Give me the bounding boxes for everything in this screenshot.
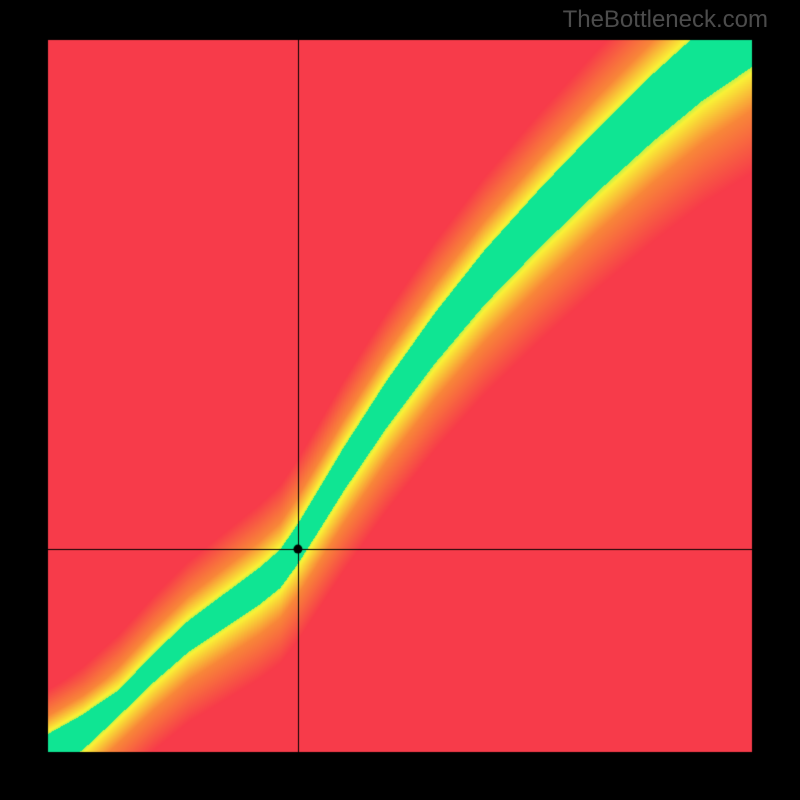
bottleneck-heatmap bbox=[0, 0, 800, 800]
chart-container: TheBottleneck.com bbox=[0, 0, 800, 800]
watermark-text: TheBottleneck.com bbox=[563, 6, 768, 34]
